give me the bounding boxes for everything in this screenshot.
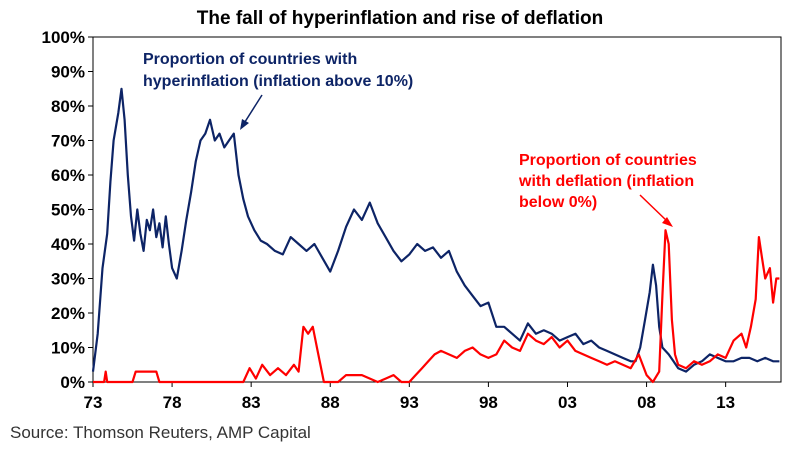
x-tick-label: 88 bbox=[321, 393, 340, 412]
x-tick-label: 93 bbox=[400, 393, 419, 412]
y-tick-label: 90% bbox=[51, 63, 85, 82]
y-tick-label: 60% bbox=[51, 166, 85, 185]
chart-title: The fall of hyperinflation and rise of d… bbox=[197, 8, 603, 29]
y-tick-label: 80% bbox=[51, 97, 85, 116]
hyperinflation-annotation-line-1: Proportion of countries with bbox=[143, 51, 357, 68]
hyperinflation-series-line bbox=[91, 87, 780, 373]
y-tick-label: 10% bbox=[51, 339, 85, 358]
deflation-series-line bbox=[93, 229, 780, 384]
hyperinflation-arrowhead bbox=[240, 119, 249, 130]
y-tick-label: 20% bbox=[51, 304, 85, 323]
y-axis: 0% 10% 20% 30% 40% 50% 60% 70% 80% 90% 100% bbox=[42, 28, 93, 392]
x-axis: 73 78 83 88 93 98 03 08 13 bbox=[84, 382, 735, 412]
hyperinflation-annotation-line-2: hyperinflation (inflation above 10%) bbox=[143, 73, 413, 90]
deflation-arrowhead bbox=[662, 217, 673, 227]
svg-text:Proportion of countries: Proportion of countries with deflation (… bbox=[518, 152, 701, 211]
hyperinflation-arrow bbox=[242, 94, 263, 126]
y-tick-label: 50% bbox=[51, 201, 85, 220]
y-tick-label: 100% bbox=[42, 28, 85, 47]
deflation-annotation: Proportion of countries with deflation (… bbox=[518, 152, 701, 227]
hyperinflation-annotation: Proportion of countries with hyperinflat… bbox=[143, 51, 413, 130]
x-tick-label: 13 bbox=[716, 393, 735, 412]
source-note: Source: Thomson Reuters, AMP Capital bbox=[10, 423, 311, 442]
series-layer bbox=[91, 87, 780, 384]
x-tick-label: 83 bbox=[242, 393, 261, 412]
x-tick-label: 98 bbox=[479, 393, 498, 412]
x-tick-label: 73 bbox=[84, 393, 103, 412]
x-tick-label: 03 bbox=[558, 393, 577, 412]
x-tick-label: 08 bbox=[637, 393, 656, 412]
y-tick-label: 40% bbox=[51, 235, 85, 254]
x-tick-label: 78 bbox=[163, 393, 182, 412]
y-tick-label: 30% bbox=[51, 270, 85, 289]
deflation-arrow bbox=[639, 194, 669, 223]
y-tick-label: 0% bbox=[60, 373, 85, 392]
y-tick-label: 70% bbox=[51, 132, 85, 151]
svg-text:Proportion of countries with: Proportion of countries with hyperinflat… bbox=[143, 51, 413, 90]
deflation-annotation-line-2: with deflation (inflation bbox=[518, 173, 694, 190]
deflation-annotation-line-3: below 0%) bbox=[519, 194, 597, 211]
deflation-annotation-line-1: Proportion of countries bbox=[519, 152, 697, 169]
